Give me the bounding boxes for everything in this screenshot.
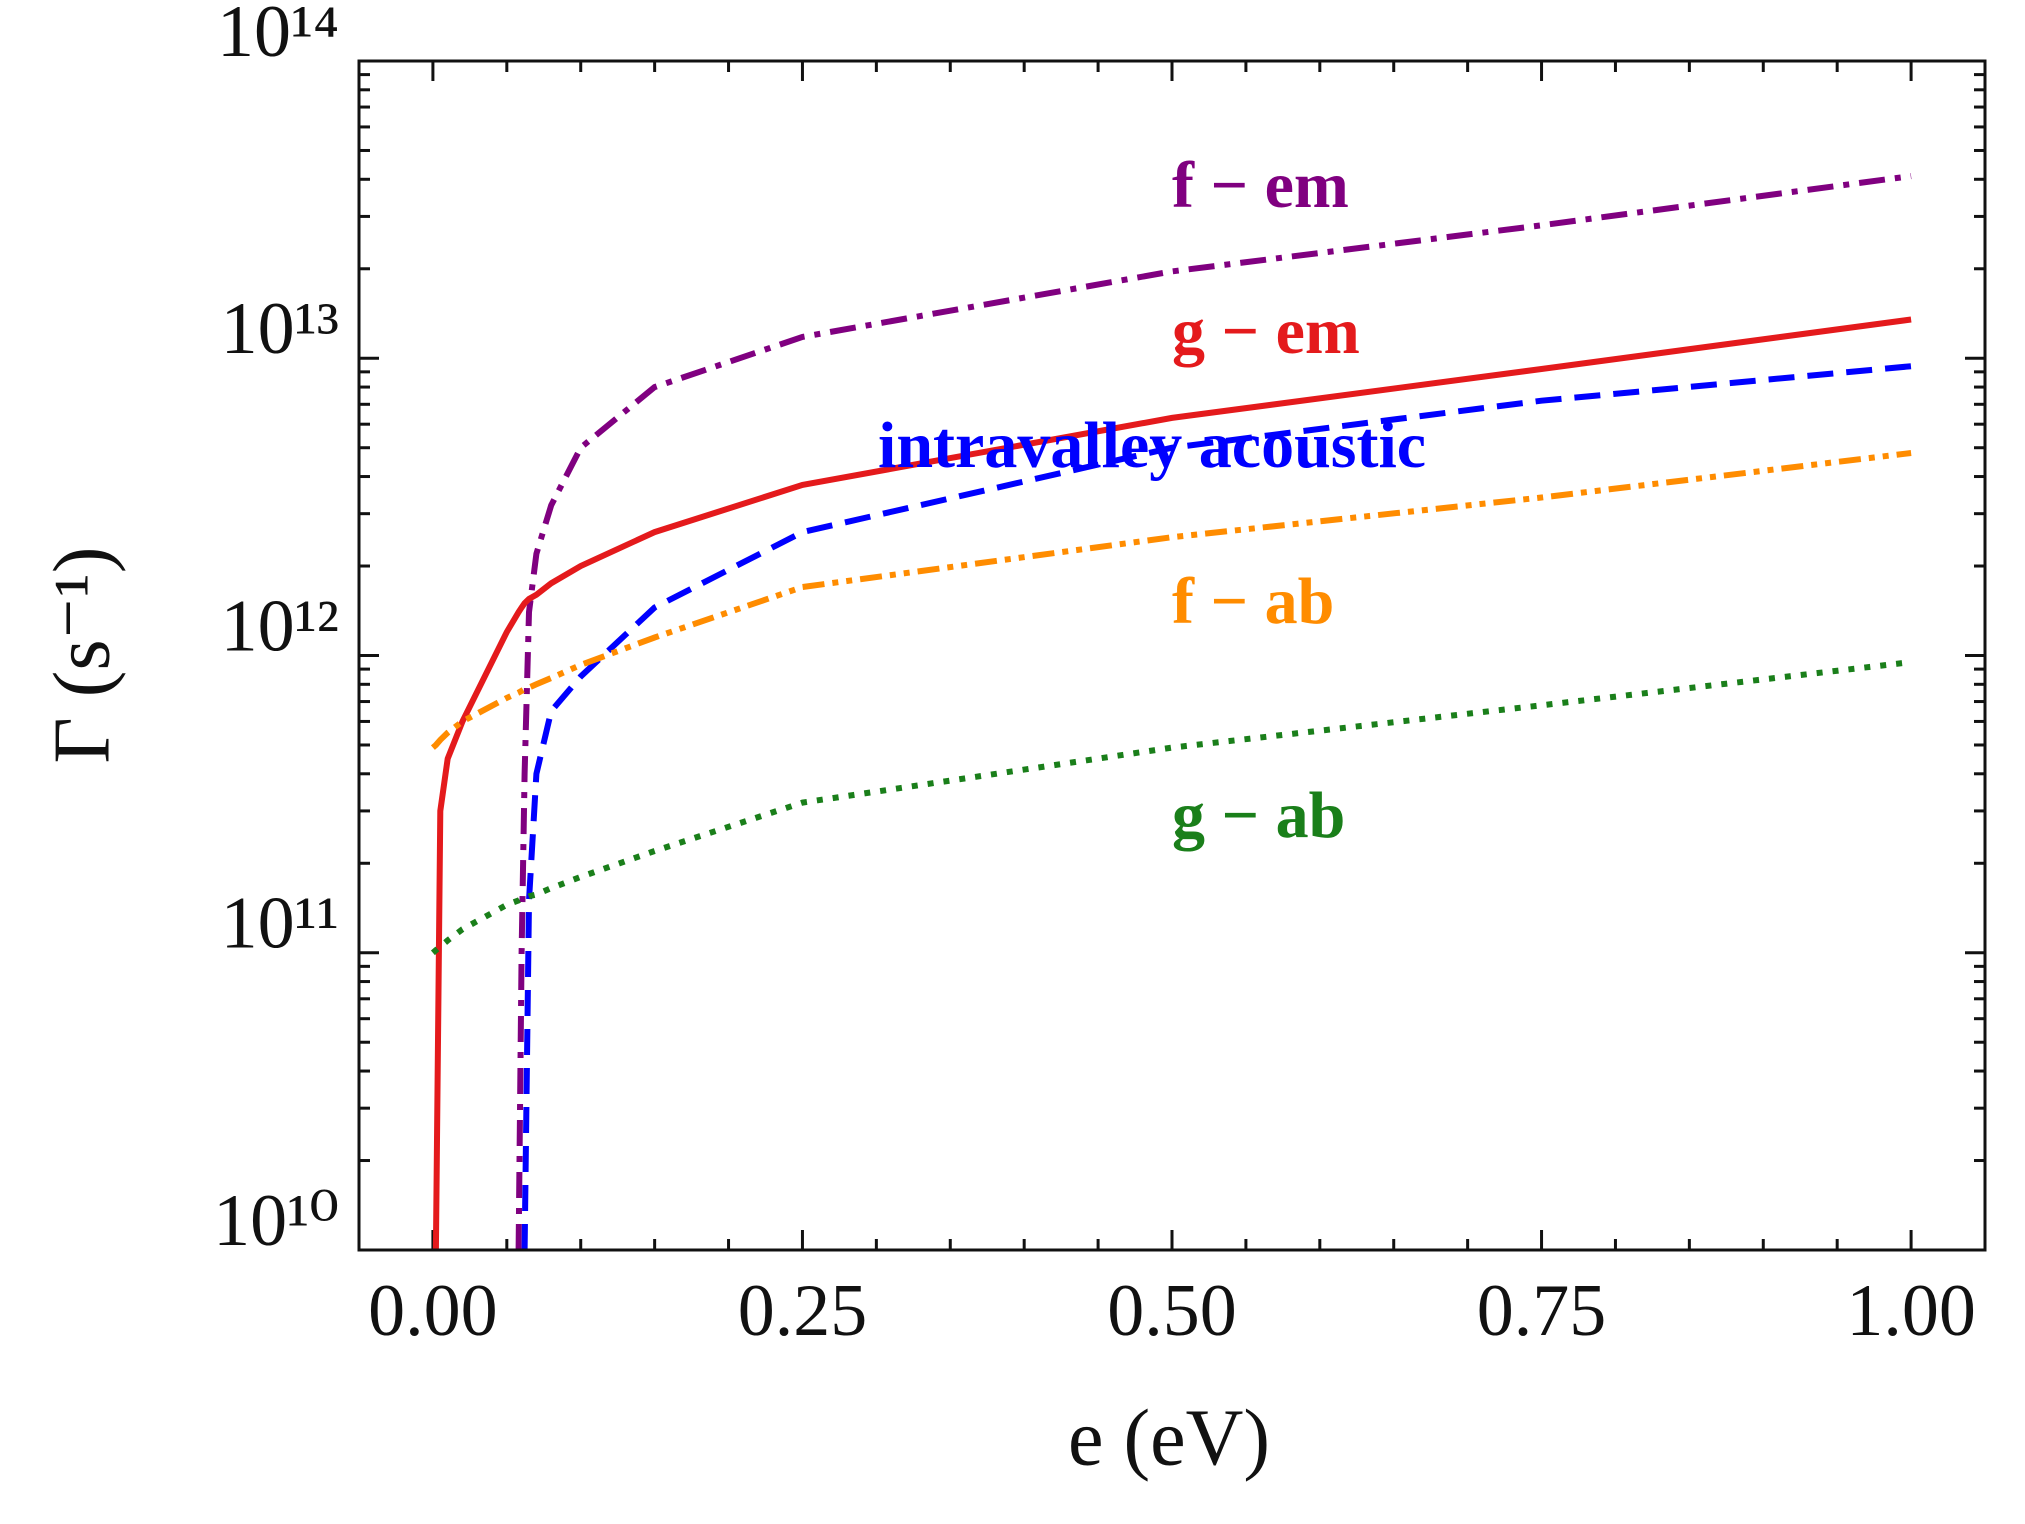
y-tick-label: 10¹⁰ [213,1180,339,1262]
series-label: g − ab [1172,779,1345,852]
series-line [430,659,1912,956]
x-tick-label: 0.75 [1477,1270,1607,1352]
x-tick-label: 0.50 [1107,1270,1237,1352]
x-tick-label: 0.25 [738,1270,868,1352]
series-line [521,363,1912,1251]
series-label: f − em [1172,149,1349,222]
series-label: g − em [1172,295,1360,368]
x-tick-label: 1.00 [1846,1270,1976,1352]
series-label: intravalley acoustic [878,409,1426,482]
y-tick-label: 10¹¹ [221,883,339,965]
y-tick-label: 10¹³ [221,288,339,370]
series-line [432,316,1912,1251]
x-axis-label: e (eV) [1068,1394,1270,1482]
series-line [430,450,1912,750]
y-axis-label: Γ (s⁻¹) [38,547,126,764]
series-label: f − ab [1172,565,1334,638]
y-tick-label: 10¹² [221,585,339,667]
y-tick-label: 10¹⁴ [217,0,339,73]
plot-frame [357,59,1987,1252]
x-tick-label: 0.00 [368,1270,498,1352]
